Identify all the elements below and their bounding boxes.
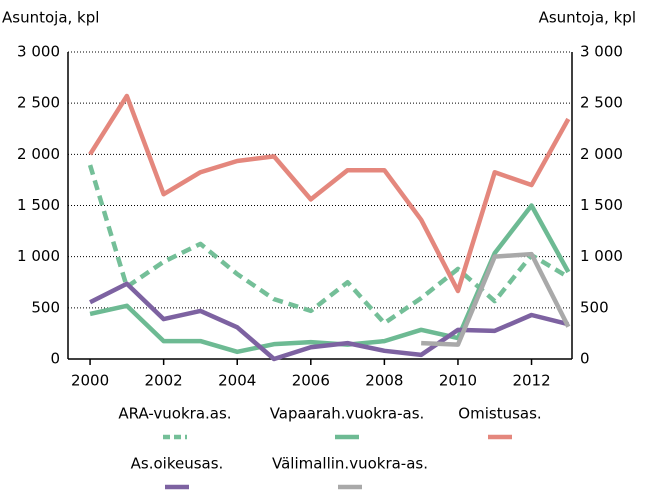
y-tick-label: 2 500 xyxy=(17,94,60,112)
y2-tick-label: 1 500 xyxy=(580,196,623,214)
y2-tick-label: 2 000 xyxy=(580,145,623,163)
y-tick-label: 2 000 xyxy=(17,145,60,163)
legend-label: Omistusas. xyxy=(458,405,541,423)
x-tick-label: 2012 xyxy=(512,372,550,390)
y2-tick-label: 2 500 xyxy=(580,94,623,112)
y2-tick-label: 0 xyxy=(580,350,590,368)
y2-tick-label: 3 000 xyxy=(580,43,623,61)
y2-tick-label: 1 000 xyxy=(580,247,623,265)
legend-label: Välimallin.vuokra-as. xyxy=(272,455,428,473)
y-tick-label: 0 xyxy=(50,350,60,368)
legend-label: As.oikeusas. xyxy=(131,455,224,473)
series-line xyxy=(88,93,571,294)
x-tick-label: 2000 xyxy=(71,372,109,390)
y-tick-label: 3 000 xyxy=(17,43,60,61)
series-line xyxy=(421,251,571,347)
y2-tick-label: 500 xyxy=(580,298,609,316)
legend-label: ARA-vuokra.as. xyxy=(118,405,231,423)
series-line xyxy=(87,164,570,326)
series-line xyxy=(89,281,569,362)
y-tick-label: 1 500 xyxy=(17,196,60,214)
x-tick-label: 2002 xyxy=(145,372,183,390)
x-tick-label: 2004 xyxy=(218,372,256,390)
x-tick-label: 2006 xyxy=(292,372,330,390)
legend-label: Vapaarah.vuokra-as. xyxy=(270,405,425,423)
y2-axis-label: Asuntoja, kpl xyxy=(539,9,636,27)
y-tick-label: 1 000 xyxy=(17,247,60,265)
y-tick-label: 500 xyxy=(31,298,60,316)
y-axis-label: Asuntoja, kpl xyxy=(2,9,99,27)
x-tick-label: 2008 xyxy=(365,372,403,390)
x-tick-label: 2010 xyxy=(439,372,477,390)
